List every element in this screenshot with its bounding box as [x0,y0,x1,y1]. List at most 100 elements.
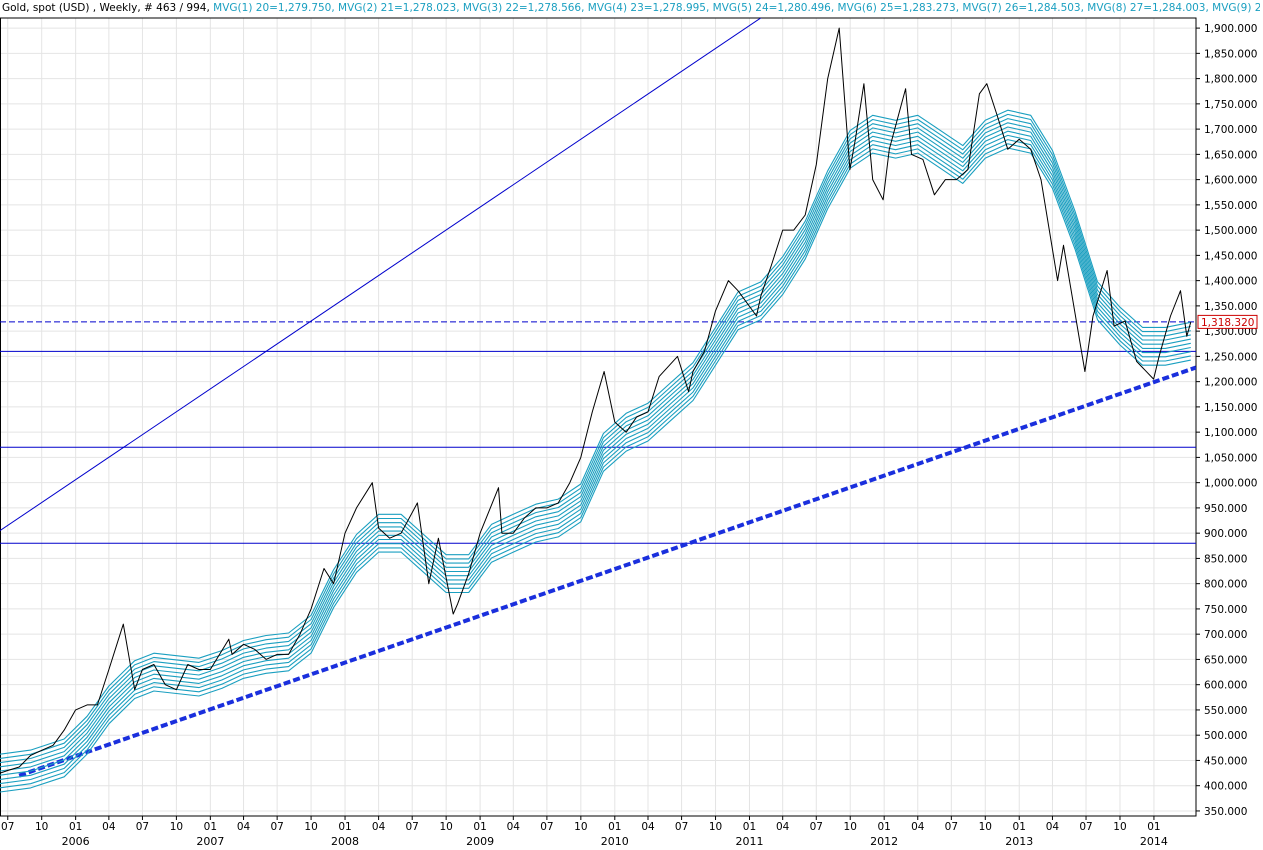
y-tick-label: 1,300.000 [1204,326,1257,338]
y-tick-label: 1,700.000 [1204,124,1257,136]
x-tick-label: 01 [1147,821,1160,833]
x-tick-label: 01 [69,821,82,833]
mvg-legend-9: MVG(9) 2 [1212,2,1260,14]
y-tick-label: 600.000 [1204,680,1247,692]
x-tick-label: 01 [743,821,756,833]
mvg-legend-4: MVG(4) 23=1,278.995, [587,2,710,14]
x-tick-label: 01 [1013,821,1026,833]
x-year-label: 2009 [466,835,494,848]
y-tick-label: 450.000 [1204,755,1247,767]
y-tick-label: 1,100.000 [1204,427,1257,439]
x-tick-label: 01 [473,821,486,833]
x-tick-label: 07 [540,821,553,833]
x-tick-label: 10 [35,821,48,833]
x-tick-label: 07 [1079,821,1092,833]
x-tick-label: 10 [979,821,992,833]
x-year-label: 2006 [62,835,90,848]
x-tick-label: 04 [237,821,251,833]
y-tick-label: 1,750.000 [1204,99,1257,111]
y-tick-label: 950.000 [1204,503,1247,515]
y-tick-label: 400.000 [1204,781,1247,793]
moving-average-line [0,143,1191,789]
mvg-legend-5: MVG(5) 24=1,280.496, [712,2,835,14]
y-tick-label: 1,250.000 [1204,351,1257,363]
x-tick-label: 01 [204,821,217,833]
y-tick-label: 1,850.000 [1204,48,1257,60]
x-tick-label: 10 [709,821,722,833]
y-tick-label: 1,650.000 [1204,149,1257,161]
x-tick-label: 10 [1113,821,1126,833]
x-tick-label: 04 [1046,821,1060,833]
x-tick-label: 01 [338,821,351,833]
y-tick-label: 750.000 [1204,604,1247,616]
mvg-legend-6: MVG(6) 25=1,283.273, [837,2,960,14]
x-tick-label: 10 [170,821,183,833]
price-series [0,27,1192,774]
mvg-legend-3: MVG(3) 22=1,278.566, [462,2,585,14]
x-tick-label: 04 [911,821,925,833]
x-tick-label: 04 [372,821,386,833]
y-tick-label: 1,550.000 [1204,200,1257,212]
chart-header: Gold, spot (USD) , Weekly, # 463 / 994, … [2,0,1260,16]
x-tick-label: 07 [136,821,149,833]
x-tick-label: 10 [574,821,587,833]
current-price-tag: 1,318.320 [1197,314,1258,329]
x-year-label: 2008 [331,835,359,848]
mvg-legend-7: MVG(7) 26=1,284.503, [962,2,1084,14]
y-tick-label: 650.000 [1204,654,1247,666]
moving-average-line [0,134,1191,780]
x-tick-label: 04 [641,821,655,833]
x-year-label: 2007 [196,835,224,848]
x-tick-label: 10 [304,821,317,833]
x-year-label: 2011 [735,835,763,848]
y-tick-label: 550.000 [1204,705,1247,717]
y-tick-label: 900.000 [1204,528,1247,540]
moving-average-line [0,126,1191,772]
x-tick-label: 07 [406,821,419,833]
mvg-legend-2: MVG(2) 21=1,278.023, [338,2,460,14]
mvg-legend-1: MVG(1) 20=1,279.750, [213,2,335,14]
y-tick-label: 1,500.000 [1204,225,1257,237]
y-tick-label: 1,450.000 [1204,250,1257,262]
y-tick-label: 1,600.000 [1204,175,1257,187]
y-axis: 350.000 400.000 450.000 500.000 550.000 600.0… [1196,23,1257,818]
trendline-upper [0,18,762,532]
x-tick-label: 07 [270,821,283,833]
y-tick-label: 1,350.000 [1204,301,1257,313]
x-tick-label: 10 [439,821,452,833]
x-tick-label: 04 [102,821,116,833]
moving-average-line [0,147,1191,793]
x-year-label: 2012 [870,835,898,848]
y-tick-label: 800.000 [1204,579,1247,591]
y-tick-label: 700.000 [1204,629,1247,641]
x-year-label: 2010 [601,835,629,848]
y-tick-label: 1,000.000 [1204,478,1257,490]
moving-average-ribbon [0,109,1191,793]
x-tick-label: 10 [844,821,857,833]
x-tick-label: 07 [1,821,14,833]
x-tick-label: 07 [810,821,823,833]
moving-average-line [0,139,1191,785]
y-tick-label: 1,050.000 [1204,452,1257,464]
y-tick-label: 500.000 [1204,730,1247,742]
y-tick-label: 1,800.000 [1204,74,1257,86]
y-tick-label: 1,200.000 [1204,377,1257,389]
trendlines [0,18,1196,778]
y-tick-label: 850.000 [1204,553,1247,565]
x-tick-label: 07 [675,821,688,833]
instrument-title: Gold, spot (USD) , Weekly, # 463 / 994, [2,2,210,14]
price-tag-label: 1,318.320 [1201,317,1254,329]
price-tag-box [1197,314,1258,329]
trendline-support [18,365,1196,778]
y-tick-label: 350.000 [1204,806,1247,818]
grid [0,17,1197,817]
moving-average-line [0,109,1191,755]
moving-average-line [0,118,1191,764]
plot-frame [0,17,1197,817]
x-tick-label: 01 [608,821,621,833]
price-line [0,27,1192,774]
moving-average-line [0,130,1191,776]
x-year-label: 2013 [1005,835,1033,848]
moving-average-line [0,113,1191,759]
